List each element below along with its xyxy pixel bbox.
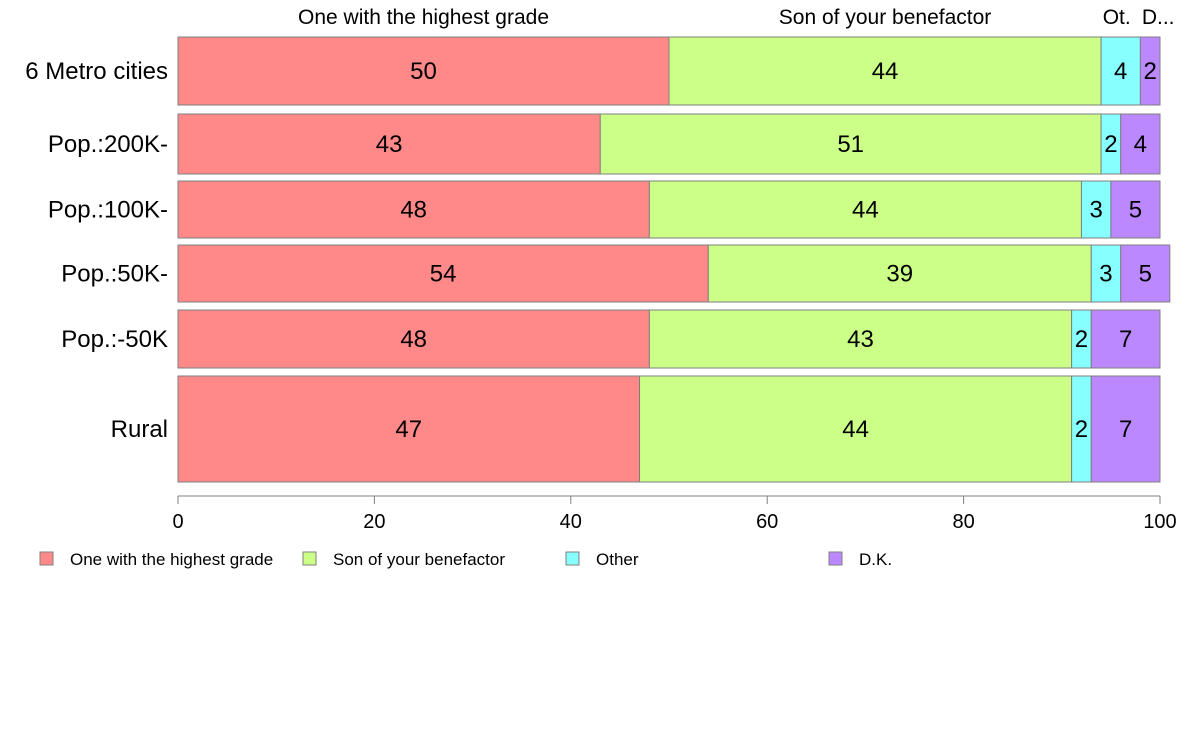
bar-segment (1120, 244, 1171, 303)
bar-segment (599, 113, 1102, 175)
bars: 50 44 4 243 51 2 448 44 3 554 39 3 548 43 2 747 44 2 7 (177, 36, 1171, 483)
data-label: 5 (1139, 261, 1152, 288)
legend-swatch (302, 551, 317, 566)
category-label: Pop.:-50K (61, 326, 168, 353)
series-top-label: D... (1142, 6, 1175, 29)
data-label: 4 (1114, 58, 1127, 85)
data-label: 44 (872, 58, 899, 85)
legend-swatch (39, 551, 54, 566)
bar-segment (1139, 36, 1161, 106)
data-label: 54 (430, 261, 457, 288)
data-label: 2 (1075, 416, 1088, 443)
data-label: 43 (376, 131, 403, 158)
data-label: 2 (1104, 131, 1117, 158)
bar-segment (639, 375, 1073, 483)
bar-segment (1120, 113, 1161, 175)
bar-segment (1090, 244, 1122, 303)
bar-segment (177, 113, 601, 175)
series-top-label: Ot. (1103, 6, 1131, 29)
category-label: Pop.:100K- (48, 197, 168, 224)
x-tick-label: 60 (756, 511, 778, 533)
top-labels: One with the highest grade Son of your be… (298, 6, 1175, 29)
series-top-label: Son of your benefactor (779, 6, 991, 29)
bar-segment (668, 36, 1102, 106)
data-label: 48 (400, 197, 427, 224)
bar-segment (1080, 180, 1112, 239)
data-label: 4 (1134, 131, 1147, 158)
bar-segment (1090, 375, 1161, 483)
legend-label: D.K. (859, 550, 892, 569)
data-label: 3 (1089, 197, 1102, 224)
bar-segment (177, 180, 650, 239)
data-label: 50 (410, 58, 437, 85)
category-labels: 6 Metro cities Pop.:200K- Pop.:100K- Pop.:5… (25, 58, 168, 443)
data-label: 44 (842, 416, 869, 443)
legend-swatch (565, 551, 580, 566)
bar-segment (1110, 180, 1161, 239)
bar-segment (177, 36, 670, 106)
category-label: Pop.:200K- (48, 131, 168, 158)
x-tick-label: 0 (172, 511, 183, 533)
data-label: 47 (395, 416, 422, 443)
x-tick-label: 100 (1143, 511, 1176, 533)
legend-label: One with the highest grade (70, 550, 273, 569)
data-label: 3 (1099, 261, 1112, 288)
bar-segment (1090, 309, 1161, 369)
data-label: 7 (1119, 416, 1132, 443)
bar-segment (707, 244, 1092, 303)
legend-label: Other (596, 550, 639, 569)
bar-segment (177, 244, 709, 303)
category-label: Pop.:50K- (61, 261, 168, 288)
x-tick-label: 80 (952, 511, 974, 533)
data-label: 39 (886, 261, 913, 288)
data-label: 51 (837, 131, 864, 158)
legend-label: Son of your benefactor (333, 550, 505, 569)
legend-swatch (828, 551, 843, 566)
category-label: 6 Metro cities (25, 58, 168, 85)
bar-segment (177, 375, 641, 483)
data-label: 2 (1075, 326, 1088, 353)
data-label: 43 (847, 326, 874, 353)
data-label: 5 (1129, 197, 1142, 224)
x-tick-label: 40 (560, 511, 582, 533)
data-label: 44 (852, 197, 879, 224)
x-tick-label: 20 (363, 511, 385, 533)
data-label: 7 (1119, 326, 1132, 353)
series-top-label: One with the highest grade (298, 6, 549, 29)
legend: One with the highest grade Son of your be… (39, 550, 892, 569)
bar-segment (648, 180, 1082, 239)
category-label: Rural (111, 416, 168, 443)
data-label: 48 (400, 326, 427, 353)
x-axis: 0 20 40 60 80 100 (172, 495, 1177, 533)
bar-segment (1100, 36, 1141, 106)
data-label: 2 (1144, 58, 1157, 85)
